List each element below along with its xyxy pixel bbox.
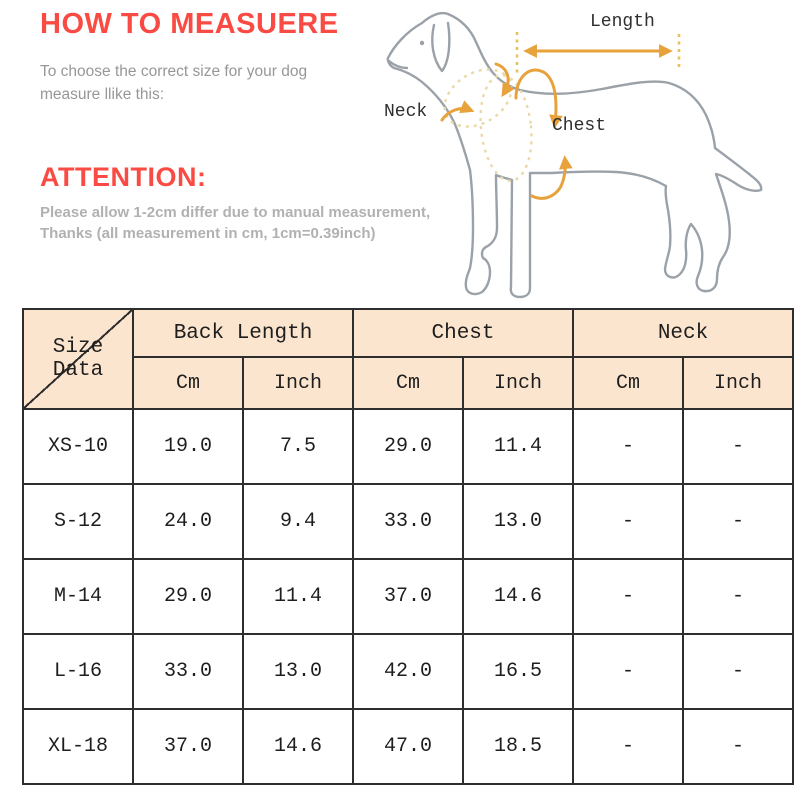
- value-cell: 16.5: [461, 633, 575, 710]
- group-header-neck: Neck: [572, 308, 795, 358]
- value-cell: -: [682, 408, 795, 485]
- table-header-group-row: Size Data Back Length Chest Neck: [22, 308, 795, 410]
- value-cell: -: [572, 408, 685, 485]
- dog-ear: [431, 21, 451, 73]
- chest-label: Chest: [552, 116, 607, 136]
- neck-arrow-lower: [440, 100, 475, 122]
- size-cell: XS-10: [22, 408, 134, 485]
- value-cell: 37.0: [352, 558, 464, 635]
- dog-outline-drawing: [386, 11, 763, 299]
- neck-label: Neck: [384, 102, 428, 122]
- value-cell: 13.0: [461, 483, 575, 560]
- value-cell: 9.4: [242, 483, 354, 560]
- value-cell: 33.0: [132, 633, 244, 710]
- value-cell: 19.0: [132, 408, 244, 485]
- value-cell: -: [572, 483, 685, 560]
- size-cell: L-16: [22, 633, 134, 710]
- table-row: XS-10 19.0 7.5 29.0 11.4 - -: [22, 408, 795, 485]
- table-header-unit-row: Cm Inch Cm Inch Cm Inch: [23, 356, 795, 410]
- value-cell: 11.4: [461, 408, 575, 485]
- chest-arrow-upper: [514, 68, 563, 129]
- value-cell: 29.0: [132, 558, 244, 635]
- dog-diagram: Length Neck Chest: [370, 0, 800, 305]
- unit-header-inch: Inch: [242, 356, 354, 410]
- table-row: M-14 29.0 11.4 37.0 14.6 - -: [22, 558, 795, 635]
- value-cell: -: [572, 708, 685, 785]
- value-cell: -: [682, 633, 795, 710]
- dog-eye: [419, 40, 425, 46]
- chest-arrow-lower: [530, 155, 573, 200]
- value-cell: 14.6: [242, 708, 354, 785]
- value-cell: 14.6: [461, 558, 575, 635]
- attention-note-line2: Thanks (all measurement in cm, 1cm=0.39i…: [40, 225, 376, 242]
- table-row: S-12 24.0 9.4 33.0 13.0 - -: [22, 483, 795, 560]
- chest-measure-ellipse: [479, 74, 533, 182]
- value-cell: 11.4: [242, 558, 354, 635]
- measure-instructions-line1: To choose the correct size for your dog: [40, 63, 308, 80]
- attention-note-line1: Please allow 1-2cm differ due to manual …: [40, 204, 431, 221]
- value-cell: 33.0: [352, 483, 464, 560]
- value-cell: 29.0: [352, 408, 464, 485]
- table-row: L-16 33.0 13.0 42.0 16.5 - -: [22, 633, 795, 710]
- size-data-corner-cell: Size Data: [22, 308, 134, 410]
- value-cell: 37.0: [132, 708, 244, 785]
- size-table: Size Data Back Length Chest Neck Cm Inch…: [22, 308, 795, 785]
- table-row: XL-18 37.0 14.6 47.0 18.5 - -: [22, 708, 795, 785]
- value-cell: 18.5: [461, 708, 575, 785]
- dog-body-outline: [386, 11, 763, 299]
- length-label: Length: [590, 12, 655, 32]
- size-cell: S-12: [22, 483, 134, 560]
- value-cell: 24.0: [132, 483, 244, 560]
- dog-mouth-line: [387, 59, 409, 70]
- unit-header-cm: Cm: [352, 356, 464, 410]
- value-cell: 42.0: [352, 633, 464, 710]
- attention-note: Please allow 1-2cm differ due to manual …: [40, 202, 430, 244]
- measure-instructions-line2: measure llike this:: [40, 86, 165, 103]
- neck-measure-ellipse: [443, 68, 513, 128]
- value-cell: -: [682, 483, 795, 560]
- value-cell: 7.5: [242, 408, 354, 485]
- group-header-chest: Chest: [351, 308, 575, 358]
- measure-instructions: To choose the correct size for your dog …: [40, 60, 307, 106]
- value-cell: -: [572, 633, 685, 710]
- page-title: HOW TO MEASUERE: [40, 8, 339, 40]
- value-cell: -: [572, 558, 685, 635]
- value-cell: 13.0: [242, 633, 354, 710]
- group-header-back-length: Back Length: [132, 308, 354, 358]
- neck-arrow-upper: [494, 62, 515, 98]
- value-cell: -: [682, 558, 795, 635]
- unit-header-inch: Inch: [682, 356, 795, 410]
- unit-header-inch: Inch: [461, 356, 575, 410]
- value-cell: 47.0: [352, 708, 464, 785]
- size-cell: M-14: [22, 558, 134, 635]
- size-cell: XL-18: [22, 708, 134, 785]
- unit-header-cm: Cm: [572, 356, 685, 410]
- attention-title: ATTENTION:: [40, 162, 207, 192]
- value-cell: -: [682, 708, 795, 785]
- unit-header-cm: Cm: [132, 356, 244, 410]
